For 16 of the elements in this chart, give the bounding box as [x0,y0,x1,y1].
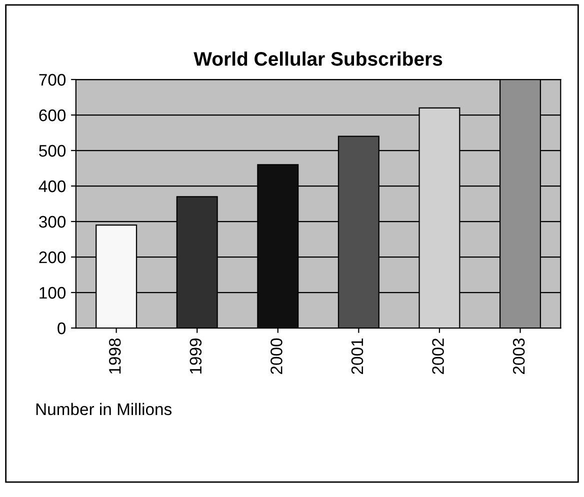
text: Number in Millions [36,402,172,416]
y-tick-label: 400 [38,180,66,192]
y-tick-label: 200 [39,251,66,264]
y-tick-label: 500 [39,144,66,157]
x-tick-label: 2000 [270,338,282,374]
chart-title: World Cellular Subscribers [194,52,442,66]
x-tick-label: 2002 [432,338,444,374]
y-tick-label: 300 [39,216,66,228]
y-tick-label: 600 [39,109,66,122]
x-tick-label: 2001 [351,338,364,374]
x-tick-label: 2003 [512,338,525,374]
y-tick-label: 0 [58,322,66,334]
y-tick-label: 700 [39,74,66,86]
x-tick-label: 1998 [108,338,121,374]
x-tick-label: 1999 [190,338,202,374]
y-tick-label: 100 [40,286,66,299]
